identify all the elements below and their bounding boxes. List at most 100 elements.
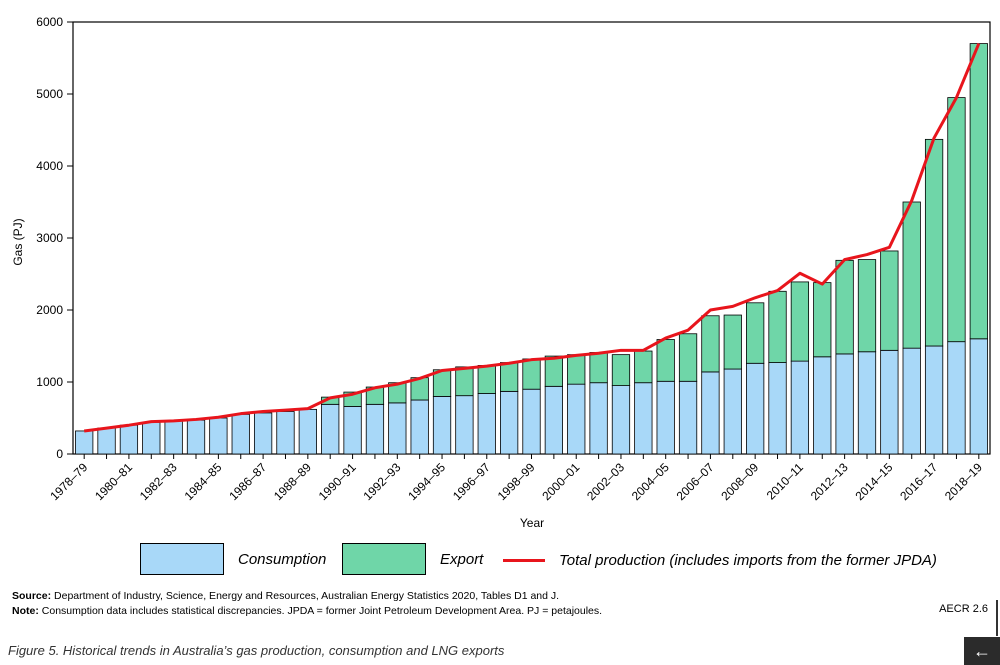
back-arrow-icon: ← <box>973 640 991 661</box>
y-tick-label: 3000 <box>36 231 63 245</box>
legend-total: Total production (includes imports from … <box>503 552 937 569</box>
x-tick-label: 2004–05 <box>629 460 672 503</box>
legend: Consumption Export Total production (inc… <box>0 543 1000 583</box>
export-bar <box>455 366 474 397</box>
consumption-bar <box>231 413 250 455</box>
export-bar <box>746 302 765 364</box>
consumption-bar <box>186 419 206 455</box>
consumption-bar <box>119 424 139 455</box>
note-text: Consumption data includes statistical di… <box>41 605 603 617</box>
x-tick-label: 2012–13 <box>808 460 851 503</box>
x-tick-label: 1986–87 <box>226 460 269 503</box>
consumption-bar <box>723 368 742 455</box>
consumption-bar <box>924 345 944 455</box>
total-line-swatch <box>503 559 545 562</box>
x-tick-label: 2000–01 <box>539 460 582 503</box>
legend-consumption: Consumption <box>140 543 326 575</box>
legend-export-label: Export <box>440 550 484 568</box>
x-tick-label: 1988–89 <box>271 460 314 503</box>
x-axis-label: Year <box>520 516 544 530</box>
consumption-bar <box>768 362 787 455</box>
consumption-bar <box>97 427 116 455</box>
consumption-bar <box>142 421 161 455</box>
export-bar <box>611 354 631 387</box>
x-tick-label: 1984–85 <box>182 460 225 503</box>
y-tick-label: 0 <box>56 447 63 461</box>
consumption-bar <box>477 393 496 455</box>
consumption-bar <box>455 395 474 455</box>
consumption-bar <box>343 406 362 455</box>
consumption-bar <box>544 385 563 455</box>
consumption-bar <box>410 399 429 455</box>
x-tick-label: 1992–93 <box>360 460 403 503</box>
figure-reference: AECR 2.6 <box>939 603 988 615</box>
note-line: Note: Consumption data includes statisti… <box>12 604 602 619</box>
back-button[interactable]: ← <box>964 637 1000 665</box>
legend-total-label: Total production (includes imports from … <box>559 552 937 569</box>
consumption-bar <box>589 382 608 455</box>
export-swatch <box>342 543 426 575</box>
consumption-bar <box>835 353 854 455</box>
export-bar <box>813 282 832 358</box>
export-bar <box>567 354 586 385</box>
x-tick-label: 2014–15 <box>853 460 896 503</box>
figure-caption: Figure 5. Historical trends in Australia… <box>8 643 505 658</box>
total-line <box>83 43 981 433</box>
consumption-bar <box>857 351 877 455</box>
consumption-swatch <box>140 543 224 575</box>
x-tick-label: 2018–19 <box>942 460 985 503</box>
consumption-bar <box>388 402 407 455</box>
consumption-bar <box>746 362 765 455</box>
export-bar <box>902 201 921 349</box>
export-bar <box>880 250 899 351</box>
export-bar <box>477 365 496 394</box>
consumption-bar <box>701 371 720 455</box>
note-label: Note: <box>12 605 39 617</box>
x-tick-label: 1978–79 <box>47 460 90 503</box>
export-bar <box>924 138 944 347</box>
y-axis-label: Gas (PJ) <box>11 218 25 265</box>
export-bar <box>656 339 675 382</box>
consumption-bar <box>678 380 698 455</box>
source-notes: Source: Department of Industry, Science,… <box>12 589 602 619</box>
consumption-bar <box>880 349 899 455</box>
export-bar <box>723 314 742 370</box>
export-bar <box>857 259 877 353</box>
export-bar <box>947 97 966 343</box>
export-bar <box>589 352 608 384</box>
consumption-bar <box>365 403 385 455</box>
consumption-bar <box>790 360 810 455</box>
y-tick-label: 6000 <box>36 15 63 29</box>
y-tick-label: 1000 <box>36 375 63 389</box>
consumption-bar <box>209 417 228 455</box>
export-bar <box>969 43 988 340</box>
y-tick-label: 2000 <box>36 303 63 317</box>
bars <box>75 43 988 455</box>
consumption-bar <box>432 395 452 455</box>
source-line: Source: Department of Industry, Science,… <box>12 589 602 604</box>
x-tick-label: 1980–81 <box>92 460 135 503</box>
consumption-bar <box>298 408 317 455</box>
x-tick-label: 1998–99 <box>495 460 538 503</box>
consumption-bar <box>253 412 273 455</box>
x-tick-label: 1994–95 <box>405 460 448 503</box>
consumption-bar <box>522 388 541 455</box>
consumption-bar <box>969 338 988 455</box>
export-bar <box>768 290 787 363</box>
consumption-bar <box>947 341 966 455</box>
x-tick-label: 1982–83 <box>137 460 180 503</box>
x-tick-label: 1996–97 <box>450 460 493 503</box>
export-bar <box>544 355 563 387</box>
export-bar <box>790 281 810 362</box>
x-tick-label: 2006–07 <box>674 460 717 503</box>
consumption-bar <box>164 420 183 455</box>
consumption-bar <box>611 385 631 455</box>
export-bar <box>835 259 854 355</box>
x-tick-label: 2008–09 <box>718 460 761 503</box>
consumption-bar <box>276 411 295 455</box>
consumption-bar <box>634 382 653 455</box>
consumption-bar <box>813 356 832 455</box>
consumption-bar <box>75 430 94 455</box>
x-tick-label: 2016–17 <box>897 460 940 503</box>
